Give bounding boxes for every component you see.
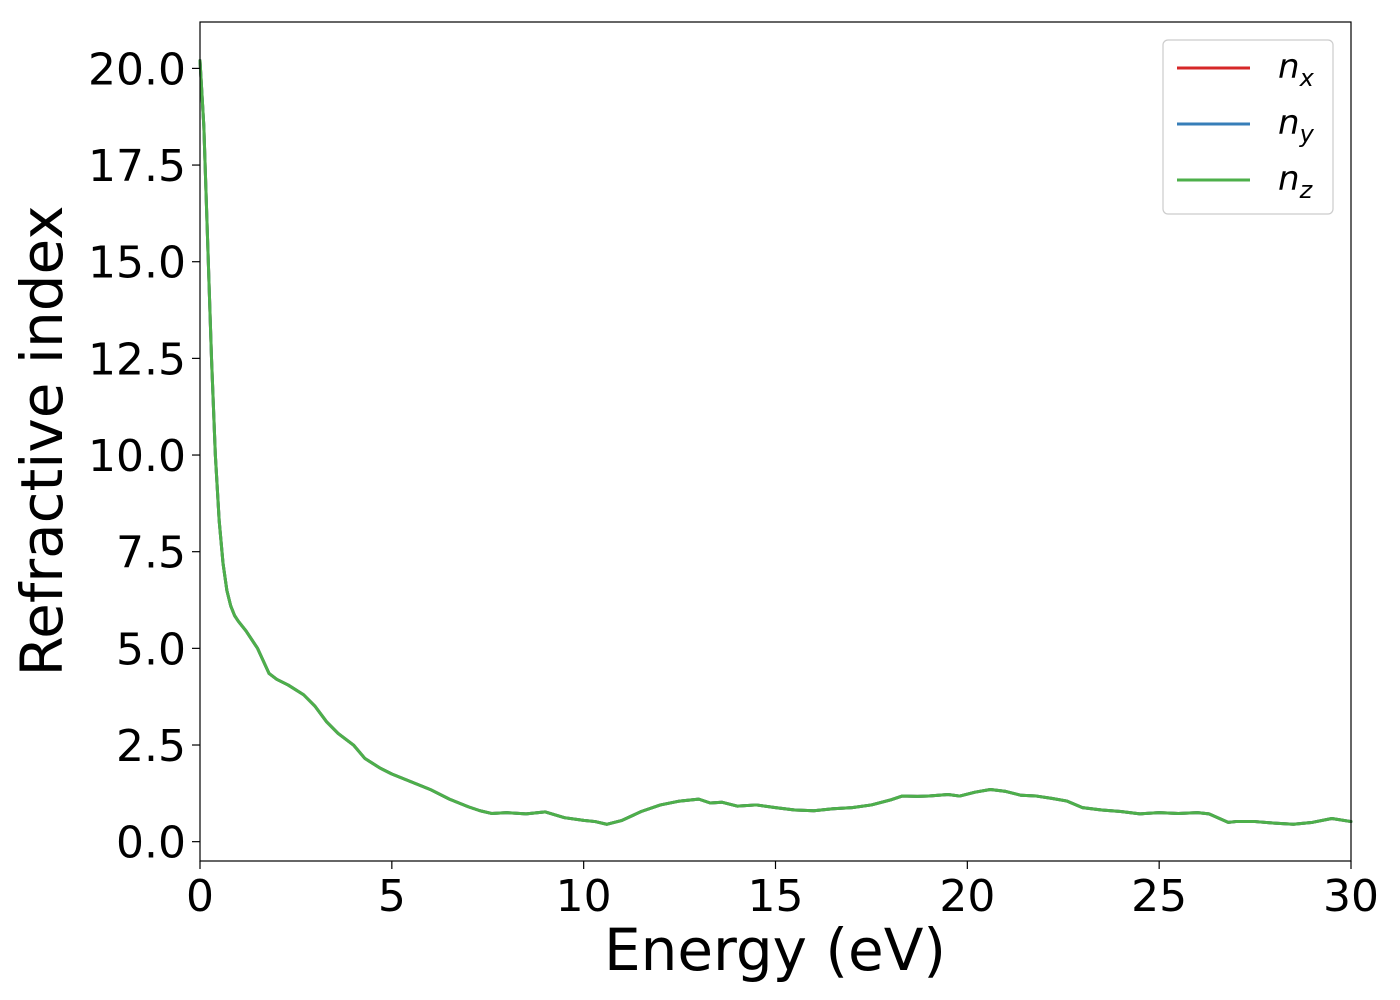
legend-box bbox=[1162, 39, 1334, 215]
x-tick-label: 0 bbox=[186, 871, 214, 922]
x-axis-ticks: 0 5 10 15 20 25 30 bbox=[186, 861, 1379, 922]
y-tick-label: 20.0 bbox=[88, 44, 186, 95]
y-tick-label: 17.5 bbox=[88, 141, 186, 192]
y-tick-label: 15.0 bbox=[88, 238, 186, 289]
x-tick-label: 25 bbox=[1131, 871, 1187, 922]
x-axis-label: Energy (eV) bbox=[604, 916, 946, 984]
y-axis-label: Refractive index bbox=[8, 205, 76, 676]
x-tick-label: 30 bbox=[1323, 871, 1379, 922]
y-tick-label: 12.5 bbox=[88, 334, 186, 385]
series-layer bbox=[198, 59, 1353, 826]
legend-label-ny: ny bbox=[1278, 103, 1315, 148]
legend-label-nx: nx bbox=[1278, 47, 1315, 92]
legend: nx ny nz bbox=[1162, 39, 1334, 215]
y-tick-label: 7.5 bbox=[116, 528, 186, 579]
series-line-nz bbox=[198, 59, 1353, 826]
x-tick-label: 5 bbox=[378, 871, 406, 922]
y-axis-ticks: 0.0 2.5 5.0 7.5 10.0 12.5 15.0 17.5 20.0 bbox=[88, 44, 200, 869]
x-tick-label: 20 bbox=[939, 871, 995, 922]
x-tick-label: 10 bbox=[556, 871, 612, 922]
y-tick-label: 0.0 bbox=[116, 818, 186, 869]
legend-label-nz: nz bbox=[1278, 159, 1314, 204]
y-tick-label: 5.0 bbox=[116, 624, 186, 675]
y-tick-label: 2.5 bbox=[116, 721, 186, 772]
y-tick-label: 10.0 bbox=[88, 431, 186, 482]
x-tick-label: 15 bbox=[748, 871, 804, 922]
plot-background bbox=[200, 22, 1351, 861]
